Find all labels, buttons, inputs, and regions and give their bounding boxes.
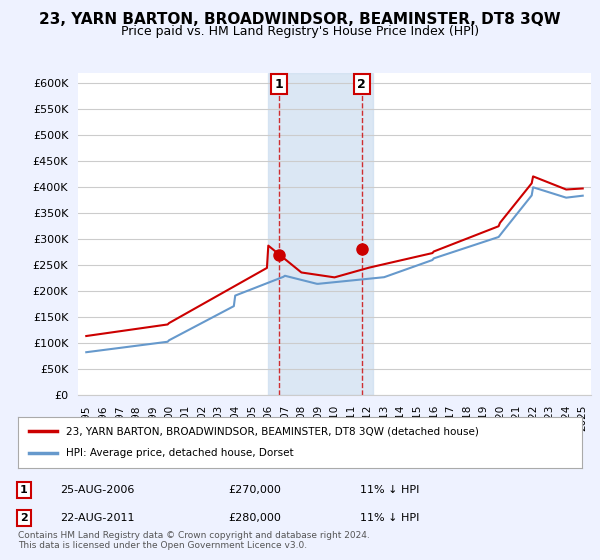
Text: £280,000: £280,000 bbox=[228, 513, 281, 523]
Text: 1: 1 bbox=[275, 78, 283, 91]
Text: 11% ↓ HPI: 11% ↓ HPI bbox=[360, 485, 419, 495]
Text: 2: 2 bbox=[358, 78, 366, 91]
Text: 1: 1 bbox=[20, 485, 28, 495]
Bar bbox=[268, 73, 373, 395]
Text: 2: 2 bbox=[20, 513, 28, 523]
Text: £270,000: £270,000 bbox=[228, 485, 281, 495]
Text: Contains HM Land Registry data © Crown copyright and database right 2024.
This d: Contains HM Land Registry data © Crown c… bbox=[18, 530, 370, 550]
Text: 11% ↓ HPI: 11% ↓ HPI bbox=[360, 513, 419, 523]
Text: 22-AUG-2011: 22-AUG-2011 bbox=[60, 513, 134, 523]
Text: 25-AUG-2006: 25-AUG-2006 bbox=[60, 485, 134, 495]
Text: 23, YARN BARTON, BROADWINDSOR, BEAMINSTER, DT8 3QW (detached house): 23, YARN BARTON, BROADWINDSOR, BEAMINSTE… bbox=[66, 426, 479, 436]
Text: HPI: Average price, detached house, Dorset: HPI: Average price, detached house, Dors… bbox=[66, 449, 293, 459]
Text: 23, YARN BARTON, BROADWINDSOR, BEAMINSTER, DT8 3QW: 23, YARN BARTON, BROADWINDSOR, BEAMINSTE… bbox=[39, 12, 561, 27]
Text: Price paid vs. HM Land Registry's House Price Index (HPI): Price paid vs. HM Land Registry's House … bbox=[121, 25, 479, 38]
